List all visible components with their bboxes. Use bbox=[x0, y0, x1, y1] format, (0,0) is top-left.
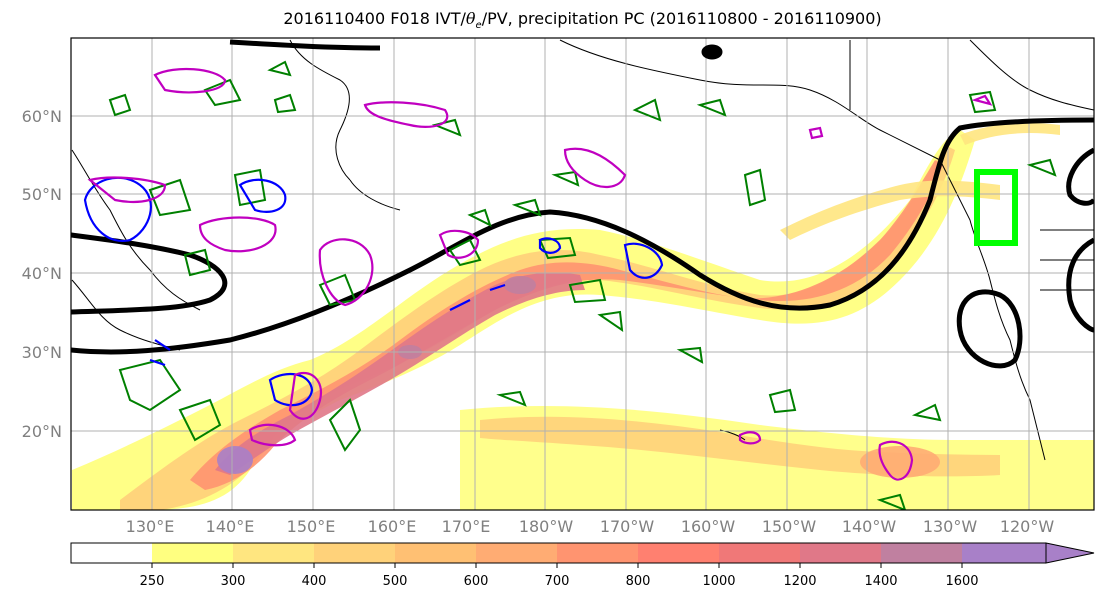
lat-label: 20°N bbox=[22, 422, 62, 441]
lon-label: 180°W bbox=[519, 517, 574, 536]
pv-magenta-contours bbox=[87, 67, 993, 481]
colorbar-segment bbox=[395, 543, 476, 563]
graticule bbox=[71, 38, 1094, 510]
lon-label: 140°E bbox=[206, 517, 255, 536]
colorbar-tick-label: 1000 bbox=[702, 574, 735, 589]
lon-label: 120°W bbox=[1000, 517, 1055, 536]
colorbar-segment bbox=[314, 543, 395, 563]
lon-label: 160°E bbox=[368, 517, 417, 536]
colorbar-outline bbox=[70, 542, 1046, 564]
colorbar-segment bbox=[233, 543, 314, 563]
map-title: 2016110400 F018 IVT/θe/PV, precipitation… bbox=[283, 9, 882, 32]
colorbar-tick-label: 250 bbox=[140, 574, 165, 589]
colorbar-tick-label: 500 bbox=[383, 574, 408, 589]
colorbar-tick-label: 700 bbox=[545, 574, 570, 589]
ivt-shading bbox=[72, 123, 1094, 510]
colorbar: 250 300 400 500 600 700 800 1000 1200 14… bbox=[70, 542, 1095, 589]
lat-label: 50°N bbox=[22, 185, 62, 204]
lon-label: 160°W bbox=[681, 517, 736, 536]
colorbar-segment bbox=[881, 543, 962, 563]
colorbar-tick-label: 800 bbox=[626, 574, 651, 589]
lat-label: 60°N bbox=[22, 107, 62, 126]
colorbar-segment bbox=[719, 543, 800, 563]
theta-e-contours bbox=[71, 39, 1094, 369]
colorbar-segment bbox=[962, 543, 1046, 563]
lon-label: 130°W bbox=[923, 517, 978, 536]
lon-label: 170°E bbox=[442, 517, 491, 536]
colorbar-segment bbox=[152, 543, 233, 563]
colorbar-segment bbox=[476, 543, 557, 563]
colorbar-tick-label: 1600 bbox=[945, 574, 978, 589]
lon-label: 170°W bbox=[600, 517, 655, 536]
colorbar-segment bbox=[557, 543, 638, 563]
colorbar-tick-label: 600 bbox=[464, 574, 489, 589]
colorbar-tick-label: 300 bbox=[221, 574, 246, 589]
lon-label: 140°W bbox=[842, 517, 897, 536]
colorbar-tick-label: 400 bbox=[302, 574, 327, 589]
map-frame bbox=[70, 37, 1095, 511]
colorbar-extend-arrow bbox=[1045, 542, 1095, 564]
colorbar-tick-label: 1200 bbox=[783, 574, 816, 589]
colorbar-segment bbox=[638, 543, 719, 563]
lon-label: 150°W bbox=[762, 517, 817, 536]
target-region-box bbox=[974, 169, 1018, 246]
lon-label: 150°E bbox=[287, 517, 336, 536]
lat-label: 40°N bbox=[22, 264, 62, 283]
lon-label: 130°E bbox=[126, 517, 175, 536]
colorbar-segment bbox=[800, 543, 881, 563]
lat-label: 30°N bbox=[22, 343, 62, 362]
pv-blue-contours bbox=[83, 176, 664, 407]
colorbar-tick-label: 1400 bbox=[864, 574, 897, 589]
colorbar-segment bbox=[71, 543, 152, 563]
